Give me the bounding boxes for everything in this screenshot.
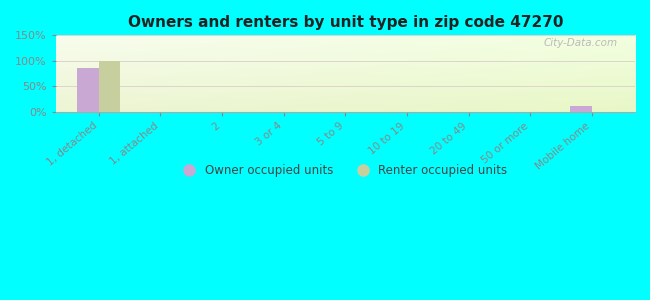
Legend: Owner occupied units, Renter occupied units: Owner occupied units, Renter occupied un… (179, 160, 512, 182)
Bar (570, 106, 592, 112)
Title: Owners and renters by unit type in zip code 47270: Owners and renters by unit type in zip c… (127, 15, 563, 30)
Text: City-Data.com: City-Data.com (543, 38, 618, 48)
Bar (99, 61, 120, 112)
Bar (77, 68, 99, 112)
